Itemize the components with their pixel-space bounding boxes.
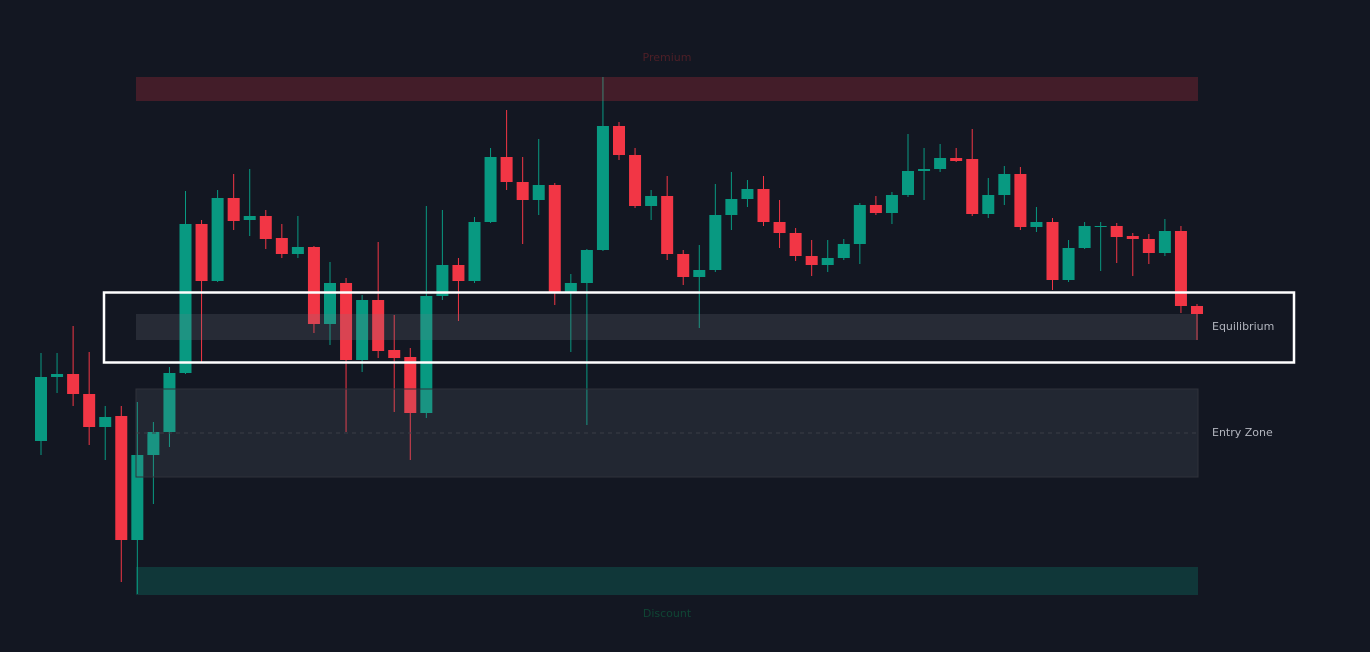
candle-body	[115, 416, 128, 540]
zone-band	[136, 77, 1198, 101]
candle-body	[131, 455, 144, 540]
candle-body	[789, 233, 802, 256]
candle-body	[1191, 306, 1203, 314]
candle-body	[837, 244, 850, 258]
candle-body	[693, 270, 706, 277]
candle-body	[179, 224, 192, 373]
candle-body	[709, 215, 722, 270]
candle-body	[918, 169, 931, 171]
candle-body	[885, 195, 898, 213]
candle-body	[564, 283, 577, 293]
zone-label: Equilibrium	[1212, 320, 1274, 333]
candle-body	[725, 199, 738, 215]
candle-body	[580, 250, 593, 283]
candle-body	[147, 432, 160, 455]
candle-body	[307, 247, 320, 324]
candle-body	[227, 198, 240, 221]
candle-body	[1158, 231, 1171, 253]
zone-label: Entry Zone	[1212, 426, 1273, 439]
candle-body	[388, 350, 401, 358]
candle-body	[1142, 239, 1155, 253]
candle-body	[259, 216, 272, 239]
candle-body	[484, 157, 497, 222]
candle-body	[805, 256, 818, 265]
zone-label: Discount	[643, 607, 692, 620]
zones: Premium Equilibrium Entry Zone Discount	[135, 51, 1274, 620]
candle-body	[1078, 226, 1091, 248]
candle-body	[1094, 226, 1107, 227]
candle-body	[468, 222, 481, 281]
candle-body	[629, 155, 642, 206]
candle-body	[548, 185, 561, 293]
candle-body	[869, 205, 882, 213]
candle-body	[356, 300, 369, 360]
candle-body	[1062, 248, 1075, 280]
candle-body	[596, 126, 609, 250]
candle-body	[420, 296, 433, 413]
candle-body	[83, 394, 96, 427]
candle-body	[516, 182, 529, 200]
candle-body	[51, 374, 64, 377]
zone-band	[136, 567, 1198, 595]
candle-body	[853, 205, 866, 244]
candle-body	[677, 254, 690, 277]
candle-body	[741, 189, 754, 199]
candle-body	[982, 195, 995, 214]
candle-body	[934, 158, 947, 169]
candle-body	[966, 159, 979, 214]
candle-body	[1030, 222, 1043, 227]
candle-body	[773, 222, 786, 233]
candle-body	[163, 373, 176, 432]
candle-body	[613, 126, 625, 155]
candle-body	[950, 158, 963, 161]
candles	[35, 77, 1203, 594]
candle-body	[195, 224, 208, 281]
candle-body	[821, 258, 834, 265]
highlight-box	[102, 291, 1296, 364]
candle-body	[436, 265, 449, 296]
candle-body	[532, 185, 545, 200]
candle-body	[1014, 174, 1027, 227]
candle-body	[211, 198, 224, 281]
candle-body	[661, 196, 674, 254]
candle-body	[291, 247, 304, 254]
candle-body	[404, 357, 417, 413]
zone-label: Premium	[643, 51, 692, 64]
candle-body	[452, 265, 465, 281]
zone-band	[136, 314, 1198, 340]
candle-body	[998, 174, 1011, 195]
candle-body	[372, 300, 385, 351]
candle-body	[645, 196, 658, 206]
candle-body	[1110, 226, 1123, 237]
candle-body	[902, 171, 914, 195]
candle-body	[67, 374, 80, 394]
candle-body	[243, 216, 256, 220]
candle-body	[500, 157, 513, 182]
candle-body	[757, 189, 770, 222]
candle-body	[1046, 222, 1059, 280]
candle-body	[1174, 231, 1187, 306]
candle-body	[340, 283, 353, 360]
candle-body	[99, 417, 112, 427]
candle-body	[275, 238, 288, 254]
candle-body	[35, 377, 47, 441]
candle-body	[1126, 236, 1139, 239]
